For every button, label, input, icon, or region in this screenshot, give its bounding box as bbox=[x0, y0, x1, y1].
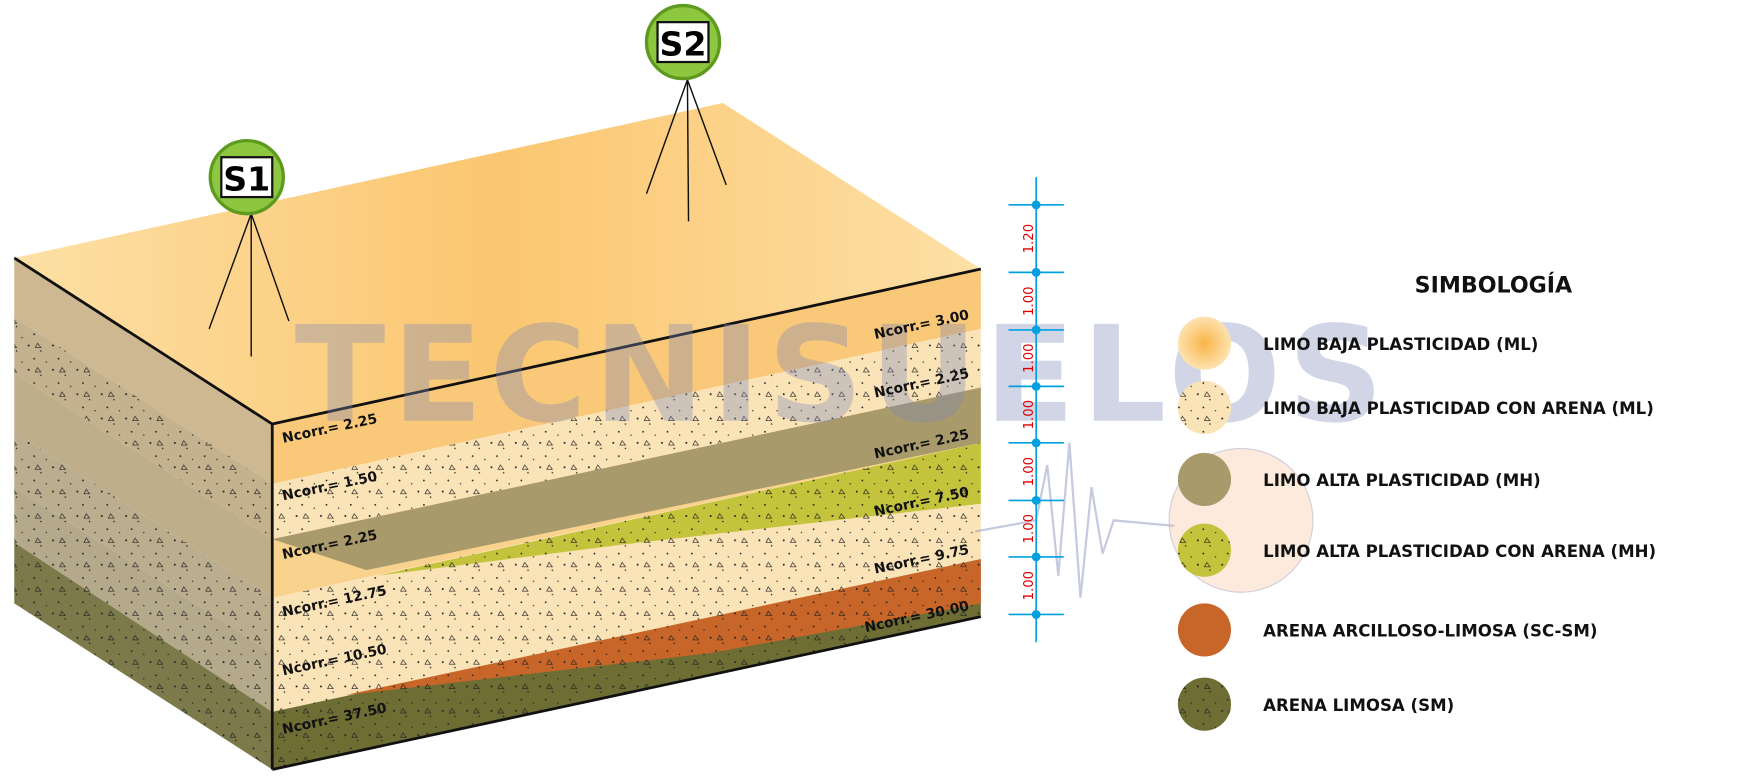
scale-node bbox=[1031, 610, 1041, 619]
borehole-label: S2 bbox=[659, 24, 706, 63]
legend-label: ARENA LIMOSA (SM) bbox=[1263, 696, 1454, 715]
legend-label: LIMO BAJA PLASTICIDAD (ML) bbox=[1263, 335, 1538, 354]
scale-node bbox=[1031, 381, 1041, 391]
scale-label: 1.00 bbox=[1022, 343, 1037, 373]
scale-node bbox=[1031, 325, 1041, 335]
front-face bbox=[272, 269, 981, 770]
legend-swatch-texture bbox=[1177, 677, 1232, 731]
scale-label: 1.00 bbox=[1022, 286, 1037, 316]
legend-label: LIMO ALTA PLASTICIDAD CON ARENA (MH) bbox=[1263, 542, 1656, 561]
scale-node bbox=[1031, 267, 1041, 277]
borehole-box bbox=[220, 156, 274, 199]
scale-label: 1.20 bbox=[1022, 224, 1037, 254]
scale: 1.20 1.00 1.00 1.00 1.00 1.00 1.00 bbox=[1008, 177, 1064, 643]
scale-label: 1.00 bbox=[1022, 514, 1037, 544]
scale-node bbox=[1031, 200, 1041, 210]
scale-node bbox=[1031, 496, 1041, 505]
scale-label: 1.00 bbox=[1022, 457, 1037, 487]
legend-label: LIMO ALTA PLASTICIDAD (MH) bbox=[1263, 471, 1541, 490]
borehole-label: S1 bbox=[223, 159, 270, 198]
legend-label: ARENA ARCILLOSO-LIMOSA (SC-SM) bbox=[1263, 622, 1597, 641]
borehole-box bbox=[656, 21, 710, 64]
legend-swatch bbox=[1177, 316, 1232, 370]
left-face bbox=[14, 257, 273, 770]
scale-node bbox=[1031, 552, 1041, 562]
edges bbox=[13, 256, 982, 771]
top-face bbox=[14, 102, 981, 425]
scale-node bbox=[1031, 438, 1041, 448]
legend-swatch bbox=[1177, 603, 1232, 657]
legend-label: LIMO BAJA PLASTICIDAD CON ARENA (ML) bbox=[1263, 399, 1654, 418]
seismic-trace bbox=[975, 442, 1175, 598]
borehole-lines bbox=[208, 79, 727, 357]
legend-swatch-texture bbox=[1177, 380, 1232, 434]
watermark: TECNISUELOS bbox=[295, 299, 1390, 453]
scale-label: 1.00 bbox=[1022, 400, 1037, 430]
legend-title: SIMBOLOGÍA bbox=[1415, 270, 1573, 298]
scale-label: 1.00 bbox=[1022, 571, 1037, 601]
legend-swatch-texture bbox=[1177, 523, 1232, 577]
legend-swatch bbox=[1177, 452, 1232, 506]
